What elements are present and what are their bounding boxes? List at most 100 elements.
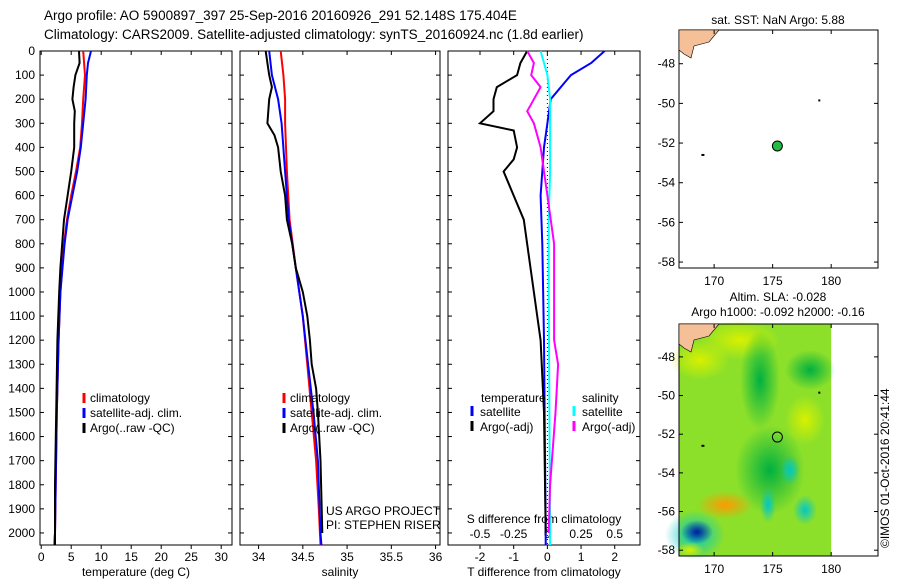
map-frame (678, 323, 879, 557)
x-tick-label: 2 (611, 550, 618, 564)
title-line-2: Climatology: CARS2009. Satellite-adjuste… (44, 27, 584, 42)
x-tick-label: 35.5 (380, 550, 404, 564)
island (818, 99, 821, 102)
sla-anomaly (681, 520, 713, 544)
y-tick-label: -58 (658, 543, 676, 557)
legend-label: Argo(..raw -QC) (90, 421, 175, 435)
y-tick-label: -52 (658, 427, 676, 441)
x-tick-label: 1 (578, 550, 585, 564)
x-tick-label: 175 (763, 562, 783, 576)
title-line-1: Argo profile: AO 5900897_397 25-Sep-2016… (44, 8, 517, 23)
y-tick-label: 1800 (8, 478, 35, 492)
y-tick-label: 2000 (8, 526, 35, 540)
sla-anomaly (780, 455, 800, 485)
x-tick-label: 34 (252, 550, 266, 564)
y-tick-label: 1200 (8, 333, 35, 347)
y-tick-label: 1500 (8, 405, 35, 419)
x-tick-label: 170 (704, 274, 724, 288)
y-tick-label: 400 (15, 140, 35, 154)
y-tick-label: 300 (15, 116, 35, 130)
legend-label: Argo(-adj) (480, 420, 533, 434)
series-line-argo-raw-qc- (54, 50, 81, 545)
y-tick-label: -52 (658, 136, 676, 150)
series-line-t-argo-adj- (477, 50, 547, 534)
y-tick-label: 700 (15, 213, 35, 227)
legend-title-temperature: temperature (481, 391, 546, 405)
legend-label: satellite-adj. clim. (90, 406, 182, 420)
sla-anomaly (785, 350, 835, 390)
legend-label: climatology (290, 391, 350, 405)
x-tick-label: 5 (68, 550, 75, 564)
x-tick-label: 36 (429, 550, 443, 564)
land-new-zealand (678, 29, 720, 59)
series-line-s-satellite (539, 50, 552, 545)
float-position-marker (771, 431, 783, 443)
annotation-pi: PI: STEPHEN RISER (326, 518, 441, 532)
island (818, 391, 821, 394)
float-position-marker (771, 140, 783, 152)
series-line-t-satellite (539, 50, 606, 545)
legend-title-salinity: salinity (582, 391, 619, 405)
y-tick-label: 200 (15, 92, 35, 106)
sla-anomaly (785, 395, 825, 445)
y-tick-label: 1900 (8, 502, 35, 516)
x-tick-label: 0 (544, 550, 551, 564)
s-tick-label: 0.25 (569, 527, 593, 541)
x-tick-label: 0 (38, 550, 45, 564)
y-tick-label: 1000 (8, 285, 35, 299)
island (701, 444, 705, 447)
y-tick-label: -56 (658, 215, 676, 229)
sst-map-title: sat. SST: NaN Argo: 5.88 (711, 13, 845, 27)
x-tick-label: 35 (340, 550, 354, 564)
y-tick-label: 1300 (8, 357, 35, 371)
x-axis-label: T difference from climatology (467, 565, 621, 579)
panel-frame-temperature (39, 50, 233, 546)
legend-label: Argo(..raw -QC) (290, 421, 375, 435)
map-frame (678, 29, 879, 269)
x-tick-label: 180 (821, 562, 841, 576)
y-tick-label: 800 (15, 237, 35, 251)
x-tick-label: 175 (763, 274, 783, 288)
land-new-zealand (678, 323, 720, 353)
series-line-s-argo-adj- (526, 50, 560, 534)
y-tick-label: -56 (658, 505, 676, 519)
y-tick-label: 1600 (8, 430, 35, 444)
s-axis-label: S difference from climatology (467, 512, 622, 526)
y-tick-label: -50 (658, 96, 676, 110)
island (701, 153, 705, 156)
credit-timestamp: ©IMOS 01-Oct-2016 20:41:44 (878, 388, 892, 548)
y-tick-label: -58 (658, 255, 676, 269)
y-tick-label: 900 (15, 261, 35, 275)
y-tick-label: -54 (658, 466, 676, 480)
map-sst-map: 170 175 180 -48 -50 -52 -54 -56 -58 (658, 29, 879, 288)
x-tick-label: 34.5 (291, 550, 315, 564)
x-tick-label: 25 (185, 550, 199, 564)
x-tick-label: 170 (704, 562, 724, 576)
map-sla-map: 170 175 180 -48 -50 -52 -54 -56 -58 (658, 320, 879, 576)
x-tick-label: 10 (95, 550, 109, 564)
y-tick-label: 1700 (8, 454, 35, 468)
sla-anomaly (760, 487, 776, 523)
sla-map-title-2: Argo h1000: -0.092 h2000: -0.16 (691, 305, 865, 319)
x-tick-label: 20 (155, 550, 169, 564)
legend-label: satellite (480, 405, 521, 419)
sla-anomaly (735, 425, 805, 515)
y-tick-label: 100 (15, 68, 35, 82)
y-tick-label: -48 (658, 350, 676, 364)
x-axis-label: temperature (deg C) (82, 565, 190, 579)
panel-frame-salinity (239, 50, 441, 546)
y-tick-label: 500 (15, 164, 35, 178)
legend-label: satellite (582, 405, 623, 419)
sla-map-title-1: Altim. SLA: -0.028 (730, 290, 827, 304)
s-tick-label: 0 (544, 527, 551, 541)
y-tick-label: -50 (658, 389, 676, 403)
sla-anomaly (697, 491, 753, 519)
y-tick-label: -48 (658, 57, 676, 71)
legend-label: satellite-adj. clim. (290, 406, 382, 420)
legend-label: climatology (90, 391, 150, 405)
annotation-project: US ARGO PROJECT (326, 504, 441, 518)
y-tick-label: 600 (15, 189, 35, 203)
x-tick-label: -1 (508, 550, 519, 564)
